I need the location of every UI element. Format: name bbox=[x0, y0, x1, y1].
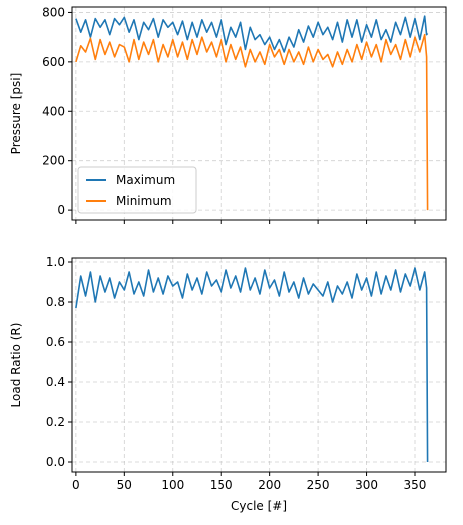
load-ratio-x-tick-label: 250 bbox=[307, 478, 330, 492]
load-ratio-series bbox=[75, 267, 429, 463]
series-line-load-ratio bbox=[75, 267, 429, 463]
load-ratio-y-tick-label: 0.8 bbox=[46, 295, 65, 309]
pressure-ticks: 0 200 400 600 800 bbox=[42, 5, 416, 224]
load-ratio-x-tick-label: 100 bbox=[161, 478, 184, 492]
pressure-y-tick-label: 600 bbox=[42, 55, 65, 69]
load-ratio-y-tick-label: 0.0 bbox=[46, 455, 65, 469]
load-ratio-y-axis-label: Load Ratio (R) bbox=[9, 323, 23, 408]
load-ratio-x-tick-label: 0 bbox=[72, 478, 80, 492]
series-line-maximum bbox=[75, 15, 429, 53]
load-ratio-x-tick-label: 300 bbox=[355, 478, 378, 492]
pressure-y-tick-label: 200 bbox=[42, 154, 65, 168]
load-ratio-y-tick-label: 1.0 bbox=[46, 255, 65, 269]
pressure-panel: 0 200 400 600 800 Pressure [psi] Maximum Min… bbox=[9, 5, 447, 224]
pressure-legend: Maximum Minimum bbox=[77, 166, 197, 214]
load-ratio-ticks: 0 50 100 150 200 250 300 350 0.0 0.2 0.4 0.6 0.8 1.0 bbox=[46, 255, 427, 492]
load-ratio-x-tick-label: 50 bbox=[117, 478, 132, 492]
cycle-x-axis-label: Cycle [#] bbox=[231, 499, 287, 513]
load-ratio-y-tick-label: 0.2 bbox=[46, 415, 65, 429]
legend-label-maximum: Maximum bbox=[116, 173, 175, 187]
load-ratio-grid bbox=[72, 258, 446, 472]
pressure-y-axis-label: Pressure [psi] bbox=[9, 73, 23, 155]
load-ratio-panel: 0 50 100 150 200 250 300 3500.00.20.40.60.81.0 … bbox=[9, 255, 447, 513]
legend-label-minimum: Minimum bbox=[116, 194, 172, 208]
pressure-y-tick-label: 0 bbox=[57, 203, 65, 217]
pressure-y-tick-label: 800 bbox=[42, 5, 65, 19]
load-ratio-y-tick-label: 0.4 bbox=[46, 375, 65, 389]
pressure-y-tick-label: 400 bbox=[42, 104, 65, 118]
load-ratio-axes-frame bbox=[71, 257, 447, 473]
load-ratio-x-tick-label: 350 bbox=[404, 478, 427, 492]
load-ratio-y-tick-label: 0.6 bbox=[46, 335, 65, 349]
pressure-series bbox=[75, 15, 429, 211]
pressure-axes-frame bbox=[71, 6, 447, 221]
load-ratio-x-tick-label: 200 bbox=[258, 478, 281, 492]
load-ratio-x-tick-label: 150 bbox=[210, 478, 233, 492]
series-line-minimum bbox=[75, 33, 429, 211]
legend-box bbox=[77, 166, 197, 214]
